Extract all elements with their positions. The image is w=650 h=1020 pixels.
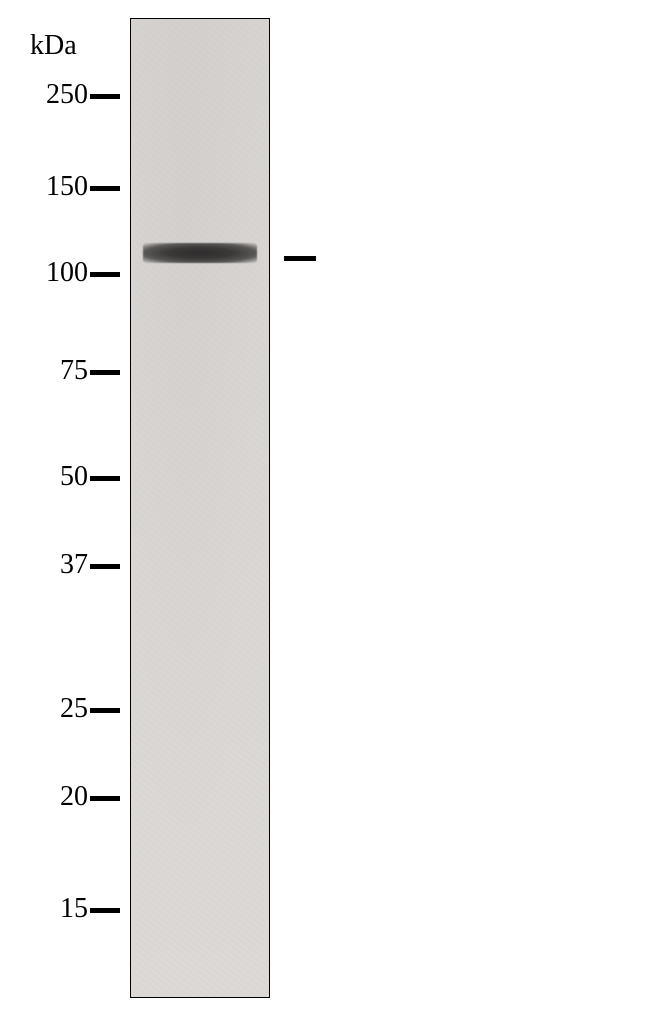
unit-label-text: kDa bbox=[30, 30, 77, 61]
unit-label: kDa bbox=[30, 30, 77, 62]
ladder-label: 20 bbox=[0, 781, 88, 813]
ladder-tick bbox=[90, 476, 120, 481]
ladder-tick bbox=[90, 94, 120, 99]
ladder-label: 37 bbox=[0, 549, 88, 581]
ladder-label: 100 bbox=[0, 257, 88, 289]
ladder-tick bbox=[90, 564, 120, 569]
ladder-label: 75 bbox=[0, 355, 88, 387]
ladder-label: 150 bbox=[0, 171, 88, 203]
ladder-tick bbox=[90, 186, 120, 191]
ladder-label: 250 bbox=[0, 79, 88, 111]
ladder-label: 15 bbox=[0, 893, 88, 925]
ladder-tick bbox=[90, 796, 120, 801]
gel-lane bbox=[130, 18, 270, 998]
ladder-label: 25 bbox=[0, 693, 88, 725]
ladder-tick bbox=[90, 272, 120, 277]
ladder-tick bbox=[90, 708, 120, 713]
lane-texture bbox=[131, 19, 269, 997]
band-indicator bbox=[284, 256, 316, 261]
protein-band bbox=[143, 243, 257, 263]
western-blot-figure: kDa 250 150 100 75 50 37 25 20 15 bbox=[0, 0, 650, 1020]
ladder-tick bbox=[90, 370, 120, 375]
ladder-label: 50 bbox=[0, 461, 88, 493]
ladder-tick bbox=[90, 908, 120, 913]
